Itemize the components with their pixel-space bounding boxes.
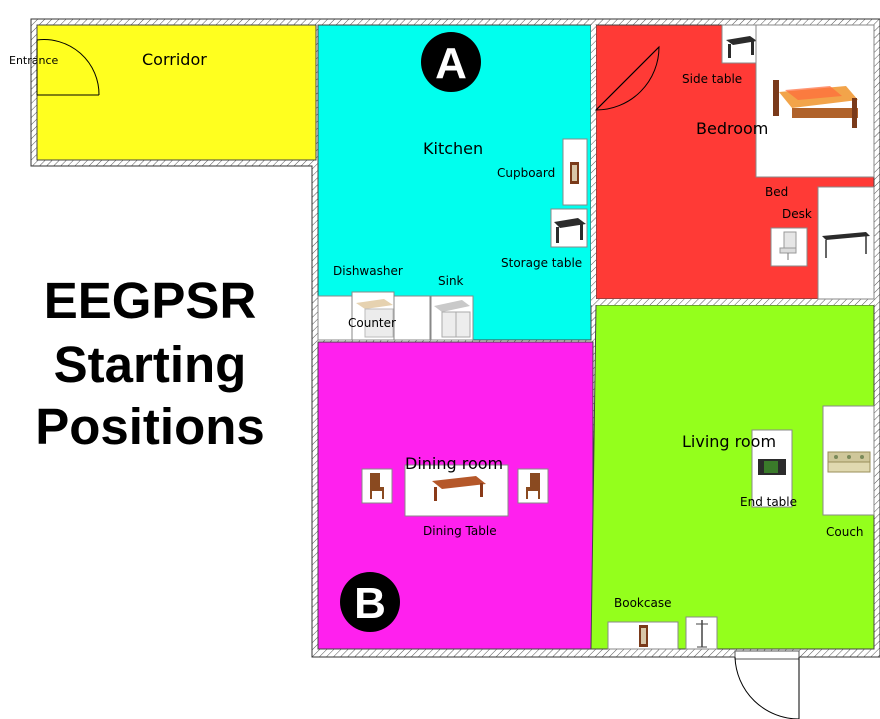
table-icon (726, 36, 757, 58)
sink-icon (434, 300, 471, 338)
entrance-label: Entrance (9, 54, 59, 67)
start-marker-b[interactable]: B (340, 572, 400, 632)
room-label-living: Living room (682, 432, 776, 451)
room-corridor[interactable] (36, 24, 317, 161)
room-label-corridor: Corridor (142, 50, 207, 69)
cabinet-icon (356, 299, 394, 338)
cabinet-icon (570, 162, 579, 184)
wall-kitchen-bedroom (591, 25, 596, 305)
desk[interactable] (817, 186, 875, 300)
cabinet-icon (639, 625, 648, 647)
door-swing-icon (734, 650, 800, 719)
heading-line-3: Positions (35, 398, 265, 455)
table-icon (554, 218, 586, 243)
table-icon (822, 232, 870, 258)
cupboard-label: Cupboard (497, 166, 555, 180)
chair-icon (526, 473, 540, 499)
bed-icon (773, 80, 858, 128)
wall-bedroom-living (596, 299, 874, 305)
chair-icon (370, 473, 384, 499)
bookcase-label: Bookcase (614, 596, 671, 610)
side-table-label: Side table (682, 72, 742, 86)
desk-label: Desk (782, 207, 812, 221)
couch-icon (827, 451, 871, 473)
table-icon (758, 459, 786, 475)
dishwasher-label: Dishwasher (333, 264, 403, 278)
start-marker-a-letter: A (435, 39, 467, 88)
door-swing-icon (36, 39, 100, 96)
coat-rack-icon (696, 620, 708, 648)
bed-label: Bed (765, 185, 788, 199)
heading-line-2: Starting (53, 336, 247, 393)
start-marker-b-letter: B (354, 579, 386, 628)
couch-label: Couch (826, 525, 864, 539)
room-label-kitchen: Kitchen (423, 139, 483, 158)
dining-table-label: Dining Table (423, 524, 497, 538)
counter-label: Counter (348, 316, 396, 330)
room-label-bedroom: Bedroom (696, 119, 768, 138)
start-marker-a[interactable]: A (421, 32, 481, 92)
door-swing-icon (594, 45, 660, 111)
chair-icon (779, 231, 797, 260)
dining-table[interactable] (404, 464, 509, 517)
storage-table-label: Storage table (501, 256, 582, 270)
side-table[interactable] (721, 24, 761, 64)
room-label-dining: Dining room (405, 454, 503, 473)
sink-label: Sink (438, 274, 464, 288)
heading-line-1: EEGPSR (43, 272, 257, 329)
end-table-label: End table (740, 495, 797, 509)
table-icon (432, 476, 486, 501)
